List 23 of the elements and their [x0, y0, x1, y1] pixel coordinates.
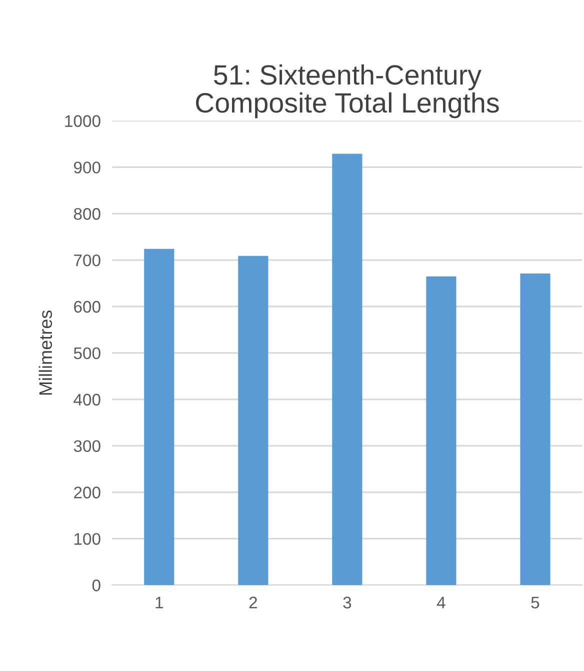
y-tick-label: 800	[74, 208, 100, 220]
x-tick-label: 4	[436, 596, 446, 608]
x-tick-label: 5	[531, 596, 540, 608]
y-tick-label: 700	[74, 254, 100, 266]
x-tick-label: 1	[156, 596, 163, 608]
x-tick-label: 2	[249, 596, 257, 608]
bar	[144, 248, 174, 586]
bar	[238, 256, 268, 586]
bar	[520, 274, 550, 586]
y-tick-label: 600	[74, 300, 100, 313]
bar	[426, 276, 456, 586]
y-tick-label: 900	[74, 162, 100, 174]
y-tick-label: 400	[74, 394, 100, 406]
y-axis-title: Millimetres	[38, 310, 52, 395]
y-tick-label: 500	[74, 347, 100, 360]
y-tick-label: 1000	[65, 115, 100, 127]
chart-title: 51: Sixteenth-Century Composite Total Lengths	[196, 64, 499, 118]
y-tick-label: 200	[74, 486, 100, 498]
y-tick-label: 0	[92, 580, 100, 592]
bar	[332, 154, 362, 586]
y-tick-label: 100	[74, 533, 100, 545]
x-tick-label: 3	[343, 596, 352, 608]
y-tick-label: 300	[74, 440, 100, 452]
